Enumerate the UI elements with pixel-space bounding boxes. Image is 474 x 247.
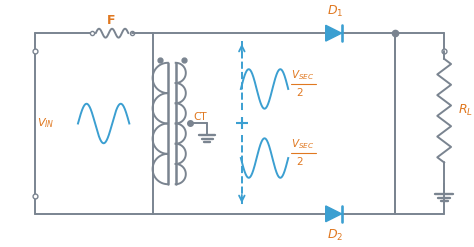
Text: $V_{IN}$: $V_{IN}$	[36, 117, 54, 130]
Text: 2: 2	[296, 88, 303, 98]
Text: $D_2$: $D_2$	[328, 228, 344, 243]
Text: $V_{SEC}$: $V_{SEC}$	[291, 137, 315, 151]
Text: F: F	[107, 14, 116, 27]
Text: CT: CT	[193, 112, 207, 122]
Text: $R_L$: $R_L$	[458, 103, 473, 118]
Text: 2: 2	[296, 157, 303, 167]
Polygon shape	[326, 25, 341, 41]
Polygon shape	[326, 206, 341, 222]
Text: $V_{SEC}$: $V_{SEC}$	[291, 68, 315, 82]
Text: $D_1$: $D_1$	[328, 4, 344, 19]
